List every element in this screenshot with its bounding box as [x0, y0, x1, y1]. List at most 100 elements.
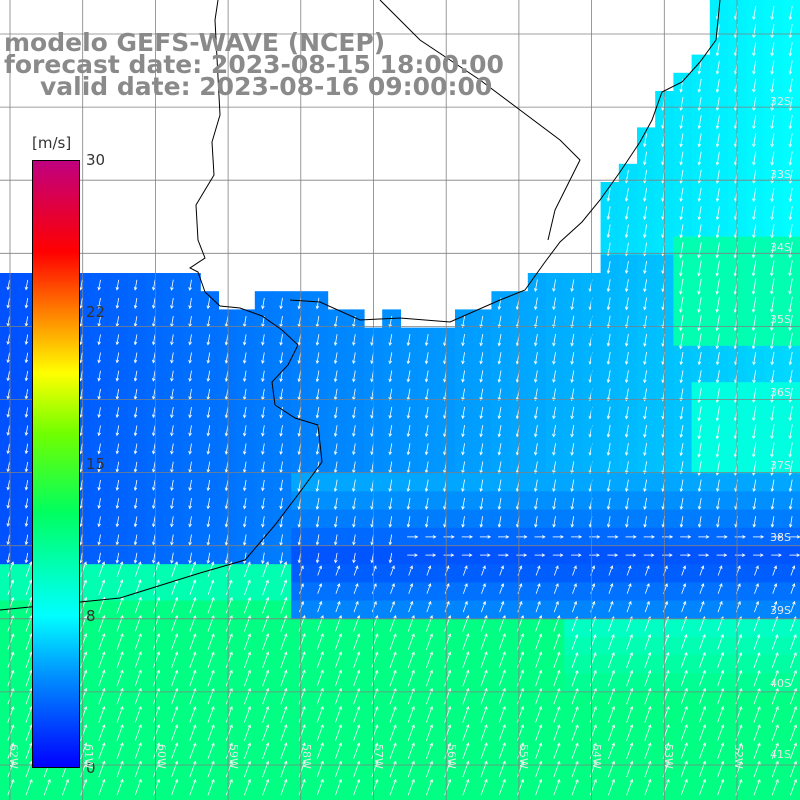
wind-arrow-head	[515, 360, 520, 365]
wind-arrow	[607, 224, 611, 238]
wind-arrow	[698, 242, 702, 258]
wind-arrow-head	[557, 760, 561, 765]
wind-arrow	[753, 724, 761, 741]
wind-arrow	[771, 115, 775, 129]
wind-arrow	[225, 580, 232, 596]
wind-arrow-head	[247, 778, 251, 783]
wind-arrow	[298, 670, 306, 687]
wind-arrow-head	[537, 600, 541, 605]
wind-arrow-head	[788, 180, 793, 184]
wind-arrow	[553, 652, 560, 669]
wind-arrow-head	[224, 414, 229, 419]
wind-arrow	[680, 133, 684, 147]
wind-arrow	[153, 633, 160, 650]
wind-arrow	[425, 443, 429, 455]
wind-arrow-head	[715, 327, 720, 332]
wind-arrow	[771, 151, 775, 166]
wind-arrow-head	[388, 451, 393, 456]
wind-arrow-head	[206, 560, 211, 564]
wind-arrow-head	[484, 742, 488, 747]
wind-arrow-head	[479, 378, 483, 383]
wind-arrow-head	[83, 579, 87, 584]
wind-arrow-head	[588, 306, 593, 311]
wind-arrow-head	[537, 565, 541, 570]
wind-arrow	[280, 580, 287, 596]
wind-arrow	[171, 706, 178, 723]
wind-arrow-head	[752, 198, 756, 203]
wind-arrow	[480, 497, 484, 510]
wind-arrow-head	[757, 706, 761, 710]
wind-arrow-head	[715, 234, 720, 239]
wind-arrow-head	[666, 742, 670, 747]
wind-arrow	[334, 425, 338, 437]
wind-arrow-head	[628, 583, 632, 587]
wind-arrow	[262, 498, 265, 509]
wind-arrow-head	[687, 553, 691, 557]
wind-arrow	[334, 370, 338, 382]
wind-arrow	[116, 498, 120, 509]
wind-arrow	[517, 761, 524, 778]
wind-arrow-head	[715, 417, 720, 422]
wind-arrow	[262, 633, 269, 650]
wind-arrow	[680, 616, 687, 632]
wind-arrow	[608, 706, 615, 723]
wind-arrow-head	[751, 254, 756, 259]
wind-arrow	[626, 652, 633, 668]
wind-arrow	[571, 497, 575, 510]
wind-arrow-head	[156, 633, 160, 637]
wind-arrow	[7, 580, 14, 596]
wind-arrow	[225, 316, 229, 327]
wind-arrow	[753, 652, 760, 668]
wind-arrow	[189, 670, 196, 687]
wind-arrow	[7, 425, 10, 436]
wind-arrow	[498, 633, 506, 650]
wind-arrow-head	[318, 565, 322, 570]
wind-arrow-head	[279, 432, 283, 437]
wind-arrow-head	[356, 778, 361, 783]
wind-arrow-head	[570, 488, 574, 493]
wind-arrow	[116, 633, 124, 650]
wind-arrow-head	[388, 415, 393, 419]
wind-arrow-head	[643, 216, 647, 221]
wind-arrow-head	[393, 669, 397, 674]
wind-arrow-head	[593, 706, 597, 710]
wind-arrow-head	[643, 197, 647, 202]
wind-arrow-head	[451, 535, 455, 539]
wind-arrow-head	[375, 687, 379, 692]
wind-arrow-head	[11, 706, 15, 710]
wind-arrow	[317, 583, 322, 594]
wind-arrow	[681, 601, 686, 613]
wind-arrow-head	[10, 561, 15, 566]
wind-arrow-head	[320, 687, 324, 692]
lat-label: 38S	[770, 531, 791, 544]
wind-arrow	[134, 443, 138, 454]
wind-arrow	[25, 370, 29, 381]
wind-arrow	[371, 706, 378, 723]
wind-arrow	[389, 370, 393, 382]
wind-arrow	[280, 688, 287, 705]
wind-arrow	[462, 388, 465, 401]
wind-arrow-head	[443, 451, 447, 456]
wind-arrow-head	[265, 742, 270, 747]
wind-arrow	[244, 633, 251, 650]
wind-arrow-head	[773, 600, 778, 605]
colorbar-units: [m/s]	[32, 134, 72, 152]
wind-arrow-head	[429, 706, 433, 710]
wind-arrow	[407, 706, 415, 723]
wind-cell	[473, 600, 492, 620]
wind-arrow	[425, 497, 429, 510]
wind-arrow	[625, 406, 629, 419]
wind-arrow	[207, 706, 215, 723]
wind-arrow	[571, 670, 578, 687]
wind-arrow	[280, 652, 287, 669]
wind-arrow	[535, 652, 542, 669]
wind-arrow-head	[414, 535, 419, 539]
wind-arrow	[25, 597, 33, 614]
wind-arrow	[243, 552, 247, 564]
wind-arrow-head	[752, 472, 756, 476]
wind-arrow-head	[702, 778, 706, 783]
wind-arrow-head	[684, 724, 688, 728]
wind-arrow-head	[261, 523, 265, 528]
wind-arrow-head	[373, 583, 377, 587]
wind-arrow	[262, 407, 265, 418]
